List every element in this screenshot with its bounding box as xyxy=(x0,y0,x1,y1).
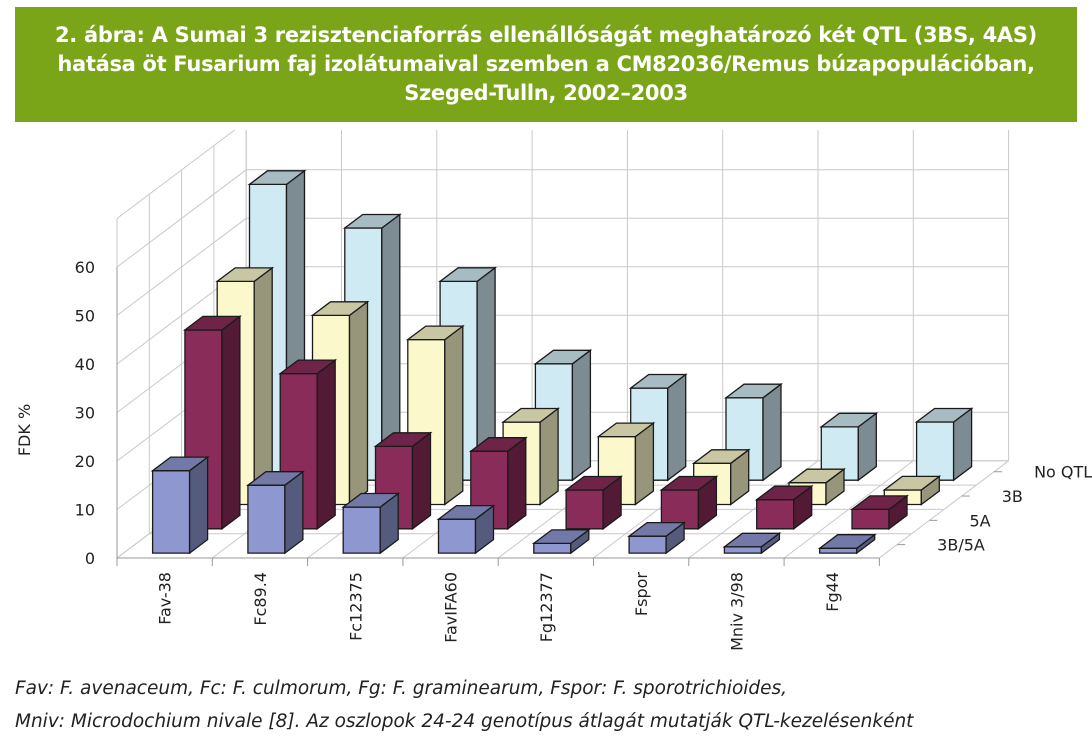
bar-3b-5a-3 xyxy=(341,492,401,555)
x-category-label: Fg44 xyxy=(823,572,842,612)
bar-no-qtl-8 xyxy=(914,407,974,482)
x-category-label: FavIFA60 xyxy=(442,572,461,643)
x-category-label: Fc12375 xyxy=(346,572,365,641)
x-category-label: Fav-38 xyxy=(156,572,175,625)
y-tick-label: 20 xyxy=(75,452,95,471)
x-category-label: Mniv 3/98 xyxy=(727,572,746,651)
bar-5a-5 xyxy=(564,475,624,531)
x-category-label: Fc89.4 xyxy=(251,572,270,626)
bar-3b-5a-4 xyxy=(436,504,496,555)
y-axis-label: FDK % xyxy=(15,404,34,456)
bar-5a-7 xyxy=(754,484,814,531)
bar-3b-5a-7 xyxy=(722,531,782,555)
fdk-3d-bar-chart: 0 10 20 30 40 50 60 FDK % Fav-38 Fc89.4 Fc12375 Fav… xyxy=(15,130,1092,651)
bar-3b-5a-5 xyxy=(531,528,591,555)
x-category-label: Fg12377 xyxy=(537,572,556,642)
title-line-1: 2. ábra: A Sumai 3 rezisztenciaforrás el… xyxy=(55,23,1037,47)
series-label: No QTL xyxy=(1034,463,1092,482)
bar-3b-5a-6 xyxy=(627,521,687,555)
y-tick-label: 40 xyxy=(75,355,95,374)
series-label: 3B/5A xyxy=(937,536,985,555)
bar-5a-6 xyxy=(659,475,719,531)
bar-3b-5a-2 xyxy=(245,470,305,555)
bar-no-qtl-7 xyxy=(819,411,879,482)
y-tick-label: 30 xyxy=(75,404,95,423)
caption-line-1: Fav: F. avenaceum, Fc: F. culmorum, Fg: … xyxy=(15,678,788,699)
y-tick-label: 60 xyxy=(75,258,95,277)
figure-caption: Fav: F. avenaceum, Fc: F. culmorum, Fg: … xyxy=(15,672,1085,738)
bar-3b-4 xyxy=(501,407,561,506)
bar-5a-8 xyxy=(850,494,909,531)
bar-3b-5a-8 xyxy=(817,533,877,555)
x-category-label: Fspor xyxy=(632,572,651,616)
bar-3b-5a-1 xyxy=(150,455,210,555)
bar-3b-3 xyxy=(405,324,465,506)
series-label: 5A xyxy=(969,511,990,530)
caption-line-2: Mniv: Microdochium nivale [8]. Az oszlop… xyxy=(15,711,914,732)
figure-title: 2. ábra: A Sumai 3 rezisztenciaforrás el… xyxy=(15,7,1077,122)
series-label: 3B xyxy=(1002,487,1023,506)
y-tick-label: 50 xyxy=(75,307,95,326)
chart-bars xyxy=(150,169,974,555)
y-tick-label: 0 xyxy=(85,549,95,568)
y-tick-label: 10 xyxy=(75,501,95,520)
title-line-3: Szeged-Tulln, 2002–2003 xyxy=(404,81,688,105)
gridline xyxy=(116,130,236,219)
title-line-2: hatása öt Fusarium faj izolátumaival sze… xyxy=(57,52,1035,76)
chart-labels: 0 10 20 30 40 50 60 FDK % Fav-38 Fc89.4 Fc12375 Fav… xyxy=(15,258,1092,651)
